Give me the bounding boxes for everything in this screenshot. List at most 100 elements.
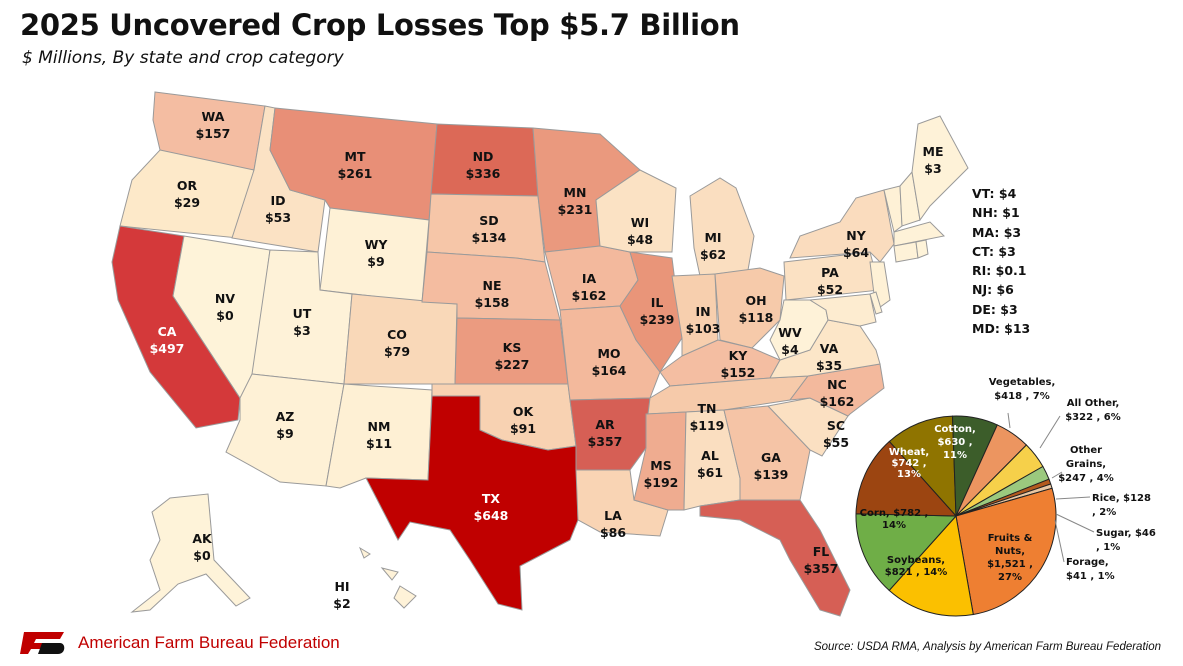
state-me[interactable] xyxy=(911,115,969,222)
page-subtitle: $ Millions, By state and crop category xyxy=(22,48,344,68)
crop-category-pie xyxy=(855,415,1057,617)
state-ma[interactable] xyxy=(893,221,946,247)
state-label-fl-abbr: FL xyxy=(813,544,830,559)
small-state-item: MD: $13 xyxy=(972,321,1031,337)
state-label-il-abbr: IL xyxy=(651,295,664,310)
state-label-co-value: $79 xyxy=(384,344,410,359)
state-label-nd-abbr: ND xyxy=(473,149,494,164)
state-fl[interactable] xyxy=(699,499,851,617)
state-label-al-abbr: AL xyxy=(701,448,719,463)
state-label-ga-abbr: GA xyxy=(761,450,781,465)
logo-text: FB xyxy=(20,630,22,631)
state-label-mt-value: $261 xyxy=(338,166,373,181)
pie-label-othergrains: Other Grains, $247 , 4% xyxy=(1058,445,1114,484)
state-sc[interactable] xyxy=(767,397,849,457)
pie-label-rice: Rice, $128, 2% xyxy=(1092,493,1151,518)
state-label-mn-value: $231 xyxy=(558,202,593,217)
state-label-ca-abbr: CA xyxy=(158,324,177,339)
small-state-item: RI: $0.1 xyxy=(972,263,1027,279)
state-label-ca-value: $497 xyxy=(150,341,185,356)
state-label-ne-abbr: NE xyxy=(482,278,501,293)
state-label-pa-value: $52 xyxy=(817,282,843,297)
state-label-mo-value: $164 xyxy=(592,363,627,378)
state-label-nc-abbr: NC xyxy=(827,377,847,392)
pie-label-sugar: Sugar, $46, 1% xyxy=(1096,528,1156,553)
state-label-ak-abbr: AK xyxy=(192,531,213,546)
state-label-sc-value: $55 xyxy=(823,435,849,450)
pie-leader-line xyxy=(1055,496,1091,500)
pie-slice-wheat[interactable] xyxy=(855,440,958,517)
state-label-wy-value: $9 xyxy=(367,254,384,269)
source-note: Source: USDA RMA, Analysis by American F… xyxy=(813,641,1161,653)
state-label-mi-abbr: MI xyxy=(704,230,721,245)
state-label-az-abbr: AZ xyxy=(276,409,295,424)
state-label-ia-value: $162 xyxy=(572,288,607,303)
state-label-ar-value: $357 xyxy=(588,434,623,449)
state-label-or-value: $29 xyxy=(174,195,200,210)
state-label-id-abbr: ID xyxy=(270,193,285,208)
state-label-ky-abbr: KY xyxy=(729,348,749,363)
pie-leader-line xyxy=(1055,513,1095,533)
state-label-ok-value: $91 xyxy=(510,421,536,436)
state-label-wa-abbr: WA xyxy=(202,109,225,124)
state-label-tn-value: $119 xyxy=(690,418,725,433)
state-sd[interactable] xyxy=(426,193,546,263)
small-state-item: CT: $3 xyxy=(972,243,1016,259)
state-label-mn-abbr: MN xyxy=(564,185,587,200)
pie-slice-cotton[interactable] xyxy=(888,415,957,518)
state-label-mt-abbr: MT xyxy=(345,149,366,164)
pie-slice-corn[interactable] xyxy=(855,513,958,592)
state-label-nm-value: $11 xyxy=(366,436,392,451)
state-label-sd-value: $134 xyxy=(472,230,507,245)
pie-label-fruits: Fruits & Nuts, $1,521 , 27% xyxy=(987,533,1033,583)
state-label-me-value: $3 xyxy=(924,161,941,176)
afbf-logo[interactable]: FB American Farm Bureau Federation xyxy=(20,630,340,656)
state-label-ks-abbr: KS xyxy=(503,340,522,355)
state-label-fl-value: $357 xyxy=(804,561,839,576)
state-label-az-value: $9 xyxy=(276,426,293,441)
state-ak[interactable] xyxy=(130,493,251,613)
state-label-wv-abbr: WV xyxy=(778,325,802,340)
pie-leader-line xyxy=(1039,415,1061,449)
state-hi[interactable] xyxy=(358,546,417,609)
state-label-ut-abbr: UT xyxy=(293,306,312,321)
small-states-list: VT: $4 NH: $1 MA: $3 CT: $3 RI: $0.1 NJ:… xyxy=(972,184,1030,338)
state-or[interactable] xyxy=(119,149,255,239)
pie-slice-fruits-nuts[interactable] xyxy=(955,487,1057,616)
state-label-ms-value: $192 xyxy=(644,475,679,490)
state-wi[interactable] xyxy=(595,169,677,253)
small-state-item: NH: $1 xyxy=(972,205,1020,221)
state-label-wa-value: $157 xyxy=(196,126,231,141)
org-name: American Farm Bureau Federation xyxy=(78,633,340,652)
state-de[interactable] xyxy=(869,291,883,315)
state-label-ar-abbr: AR xyxy=(595,417,615,432)
pie-label-soybeans: Soybeans, $821 , 14% xyxy=(885,555,948,578)
state-mi[interactable] xyxy=(689,177,755,277)
state-label-oh-abbr: OH xyxy=(745,293,766,308)
state-label-wi-abbr: WI xyxy=(631,215,649,230)
state-label-ny-value: $64 xyxy=(843,245,869,260)
pie-label-wheat: Wheat, $742 , 13% xyxy=(889,447,929,480)
state-label-la-value: $86 xyxy=(600,525,626,540)
page-title: 2025 Uncovered Crop Losses Top $5.7 Bill… xyxy=(20,8,740,42)
state-label-ne-value: $158 xyxy=(475,295,510,310)
state-label-nm-abbr: NM xyxy=(368,419,391,434)
state-label-la-abbr: LA xyxy=(604,508,622,523)
pie-label-cotton: Cotton, $630 , 11% xyxy=(934,424,976,461)
state-ct[interactable] xyxy=(893,241,919,263)
state-ri[interactable] xyxy=(915,239,929,259)
small-state-item: DE: $3 xyxy=(972,301,1018,317)
state-tx[interactable] xyxy=(365,395,579,611)
state-label-ut-value: $3 xyxy=(293,323,310,338)
state-label-tn-abbr: TN xyxy=(698,401,717,416)
state-label-nv-value: $0 xyxy=(216,308,234,323)
state-label-or-abbr: OR xyxy=(177,178,198,193)
state-la[interactable] xyxy=(575,469,669,537)
state-label-tx-value: $648 xyxy=(474,508,509,523)
pie-label-allother: All Other, $322 , 6% xyxy=(1065,398,1121,423)
state-label-hi-value: $2 xyxy=(333,596,350,611)
state-il[interactable] xyxy=(619,251,683,373)
state-label-in-value: $103 xyxy=(686,321,721,336)
pie-slice-soybeans[interactable] xyxy=(888,514,974,617)
